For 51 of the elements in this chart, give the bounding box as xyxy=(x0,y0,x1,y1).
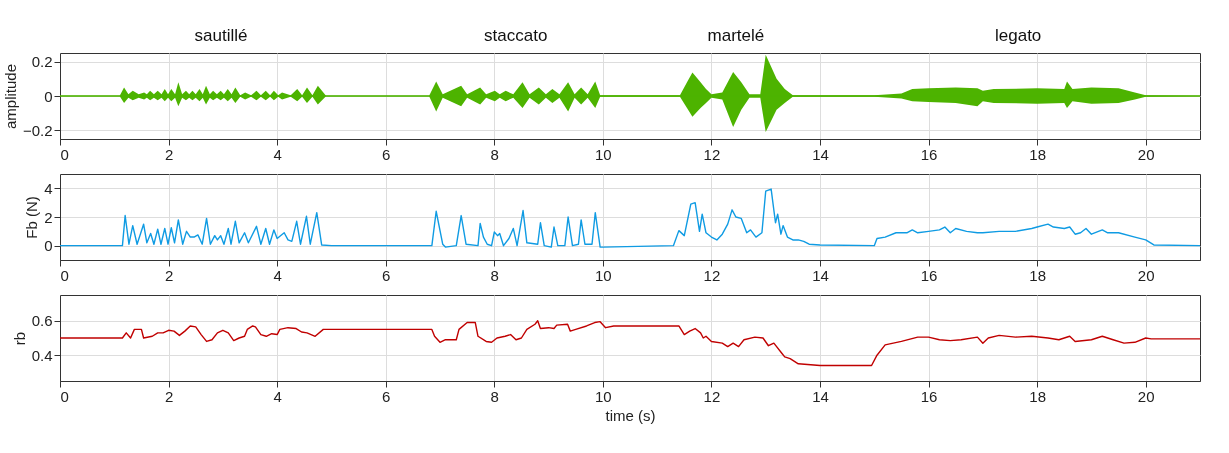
x-tick-label: 18 xyxy=(1029,145,1046,163)
x-tick-label: 0 xyxy=(60,387,69,405)
text: legato xyxy=(994,26,1042,45)
x-tick-label: 4 xyxy=(273,266,282,284)
x-tick-label: 2 xyxy=(164,145,174,163)
x-axis-title: time (s) xyxy=(605,406,656,424)
x-tick-label: 0 xyxy=(60,145,69,163)
y-tick-label: 0 xyxy=(44,237,53,255)
y-axis-title: amplitude xyxy=(1,63,19,130)
text: sautillé xyxy=(194,26,248,45)
x-tick-label: 10 xyxy=(595,145,612,163)
x-tick-label: 8 xyxy=(490,145,499,163)
y-tick-label: 0.4 xyxy=(31,346,53,364)
x-tick-label: 6 xyxy=(382,387,391,405)
x-tick-label: 14 xyxy=(812,145,829,163)
x-tick-label: 12 xyxy=(703,387,721,405)
x-tick-label: 20 xyxy=(1137,145,1155,163)
y-tick-label: 0.2 xyxy=(31,53,53,71)
x-tick-label: 4 xyxy=(273,387,282,405)
x-tick-label: 16 xyxy=(920,266,938,284)
y-tick-label: 0 xyxy=(44,87,53,105)
x-tick-label: 12 xyxy=(703,145,721,163)
x-tick-label: 10 xyxy=(595,266,612,284)
line-series xyxy=(59,188,1201,248)
x-tick-label: 4 xyxy=(273,145,282,163)
y-axis-title: Fb (N) xyxy=(23,196,41,239)
x-tick-label: 16 xyxy=(920,145,938,163)
text: martelé xyxy=(707,26,765,45)
x-tick-label: 6 xyxy=(382,145,391,163)
x-tick-label: 16 xyxy=(920,387,938,405)
x-tick-label: 2 xyxy=(164,266,174,284)
line-series xyxy=(59,320,1201,367)
x-tick-label: 14 xyxy=(812,387,829,405)
x-tick-label: 18 xyxy=(1029,387,1046,405)
x-tick-label: 6 xyxy=(382,266,391,284)
x-tick-label: 0 xyxy=(60,266,69,284)
x-tick-label: 8 xyxy=(490,387,499,405)
y-tick-label: −0.2 xyxy=(22,121,53,139)
y-tick-label: 0.6 xyxy=(31,312,53,330)
x-tick-label: 14 xyxy=(812,266,829,284)
y-tick-label: 4 xyxy=(44,179,53,197)
y-axis-title: rb xyxy=(10,331,28,346)
x-tick-label: 12 xyxy=(703,266,721,284)
x-tick-label: 10 xyxy=(595,387,612,405)
x-tick-label: 20 xyxy=(1137,266,1155,284)
x-tick-label: 20 xyxy=(1137,387,1155,405)
text: staccato xyxy=(484,26,548,45)
x-tick-label: 2 xyxy=(164,387,174,405)
y-tick-label: 2 xyxy=(44,208,53,226)
x-tick-label: 18 xyxy=(1029,266,1046,284)
x-tick-label: 8 xyxy=(490,266,499,284)
